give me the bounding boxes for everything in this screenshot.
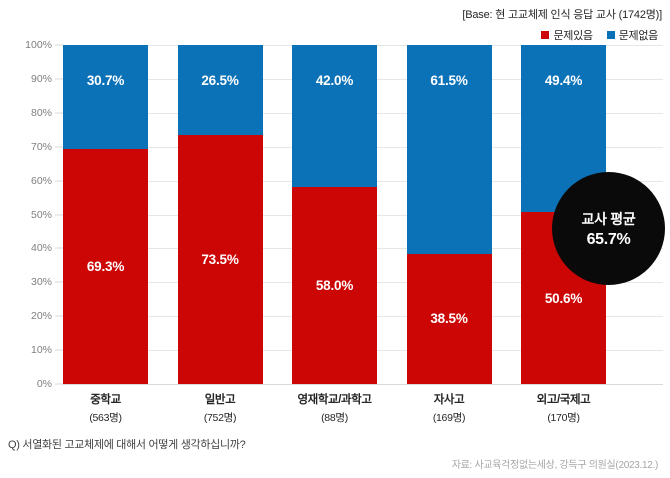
legend-item-problem-no: 문제없음 <box>606 27 659 43</box>
category-sample-size: (88명) <box>321 412 348 424</box>
category-name: 일반고 <box>204 394 236 406</box>
y-axis-tick-label: 80% <box>30 106 52 119</box>
y-axis-tick-mark <box>55 247 63 249</box>
legend-label: 문제없음 <box>618 30 659 42</box>
x-axis-category-label: 자사고 (169명) <box>384 391 514 425</box>
question-text: Q) 서열화된 고교체제에 대해서 어떻게 생각하십니까? <box>8 439 246 451</box>
category-sample-size: (563명) <box>89 412 122 424</box>
square-marker-icon <box>541 31 550 39</box>
y-axis-tick-label: 40% <box>30 242 52 255</box>
y-axis-tick-label: 100% <box>25 39 52 51</box>
average-annotation-bubble: 교사 평균 65.7% <box>552 172 665 285</box>
y-axis-tick-label: 70% <box>30 140 52 153</box>
category-name: 외고/국제고 <box>536 394 591 406</box>
bar-segment-problem-no[interactable]: 30.7% <box>63 45 148 150</box>
gridline <box>63 384 663 385</box>
y-axis-tick-mark <box>55 349 63 351</box>
y-axis-tick-mark <box>55 315 63 317</box>
bar-value-label: 30.7% <box>86 73 125 89</box>
chart-legend: 문제있음 문제없음 <box>541 27 658 43</box>
y-axis-tick-mark <box>55 281 63 283</box>
bar-segment-problem-no[interactable]: 61.5% <box>406 45 492 254</box>
x-axis-category-label: 일반고 (752명) <box>155 391 285 425</box>
stacked-bar[interactable]: 58.0% 42.0% <box>292 45 377 384</box>
y-axis-tick-label: 0% <box>36 378 52 390</box>
bar-segment-problem-no[interactable]: 42.0% <box>292 45 377 188</box>
bar-value-label: 73.5% <box>201 251 239 267</box>
y-axis-tick-mark <box>55 112 63 114</box>
bar-value-label: 26.5% <box>201 73 239 89</box>
legend-label: 문제있음 <box>553 30 593 42</box>
y-axis-tick-label: 10% <box>30 344 52 357</box>
bar-value-label: 58.0% <box>315 278 354 294</box>
y-axis-tick-mark <box>55 180 63 182</box>
average-annotation-title: 교사 평균 <box>581 210 636 227</box>
bar-value-label: 42.0% <box>315 73 354 89</box>
category-sample-size: (170명) <box>547 412 580 424</box>
base-note: [Base: 현 고교체제 인식 응답 교사 (1742명)] <box>462 9 662 21</box>
category-sample-size: (169명) <box>432 412 466 424</box>
category-name: 자사고 <box>433 394 465 406</box>
bar-value-label: 61.5% <box>430 73 468 89</box>
y-axis-tick-mark <box>55 44 63 46</box>
bar-value-label: 38.5% <box>430 311 468 327</box>
average-annotation-value: 65.7% <box>586 230 631 248</box>
y-axis-tick-label: 90% <box>30 72 52 85</box>
y-axis-tick-label: 50% <box>30 208 52 221</box>
x-axis-category-label: 중학교 (563명) <box>41 391 171 425</box>
square-marker-icon <box>606 31 615 39</box>
y-axis-tick-mark <box>55 214 63 215</box>
bar-value-label: 69.3% <box>86 259 125 275</box>
category-sample-size: (752명) <box>203 412 237 424</box>
x-axis-category-label: 외고/국제고 (170명) <box>499 391 629 425</box>
bar-segment-problem-yes[interactable]: 73.5% <box>177 134 263 384</box>
bar-value-label: 49.4% <box>544 73 583 89</box>
y-axis-tick-mark <box>55 78 63 80</box>
category-name: 중학교 <box>90 394 121 406</box>
y-axis: 0% 10% 20% 30% 40% 50% 60% 70% 80% 90% 100% <box>0 39 63 390</box>
y-axis-tick-label: 30% <box>30 276 52 289</box>
stacked-bar[interactable]: 73.5% 26.5% <box>177 45 263 384</box>
plot-area: 69.3% 30.7% 73.5% 26.5% 58.0% 42.0% 38.5% 61.5%… <box>63 45 663 385</box>
category-name: 영재학교/과학고 <box>297 394 372 406</box>
y-axis-tick-label: 20% <box>30 310 52 323</box>
source-text: 자료: 사교육걱정없는세상, 강득구 의원실(2023.12.) <box>451 460 659 471</box>
y-axis-tick-label: 60% <box>30 174 52 187</box>
bar-segment-problem-no[interactable]: 26.5% <box>177 45 263 135</box>
bar-value-label: 50.6% <box>544 290 583 306</box>
stacked-bar[interactable]: 38.5% 61.5% <box>406 45 492 384</box>
bar-segment-problem-yes[interactable]: 38.5% <box>406 253 492 384</box>
bar-segment-problem-yes[interactable]: 58.0% <box>292 187 377 384</box>
y-axis-tick-mark <box>55 383 63 385</box>
bar-segment-problem-yes[interactable]: 69.3% <box>63 149 148 384</box>
stacked-bar[interactable]: 69.3% 30.7% <box>63 45 148 384</box>
legend-item-problem-yes: 문제있음 <box>541 27 593 43</box>
y-axis-tick-mark <box>55 146 63 148</box>
x-axis-category-label: 영재학교/과학고 (88명) <box>270 391 400 425</box>
